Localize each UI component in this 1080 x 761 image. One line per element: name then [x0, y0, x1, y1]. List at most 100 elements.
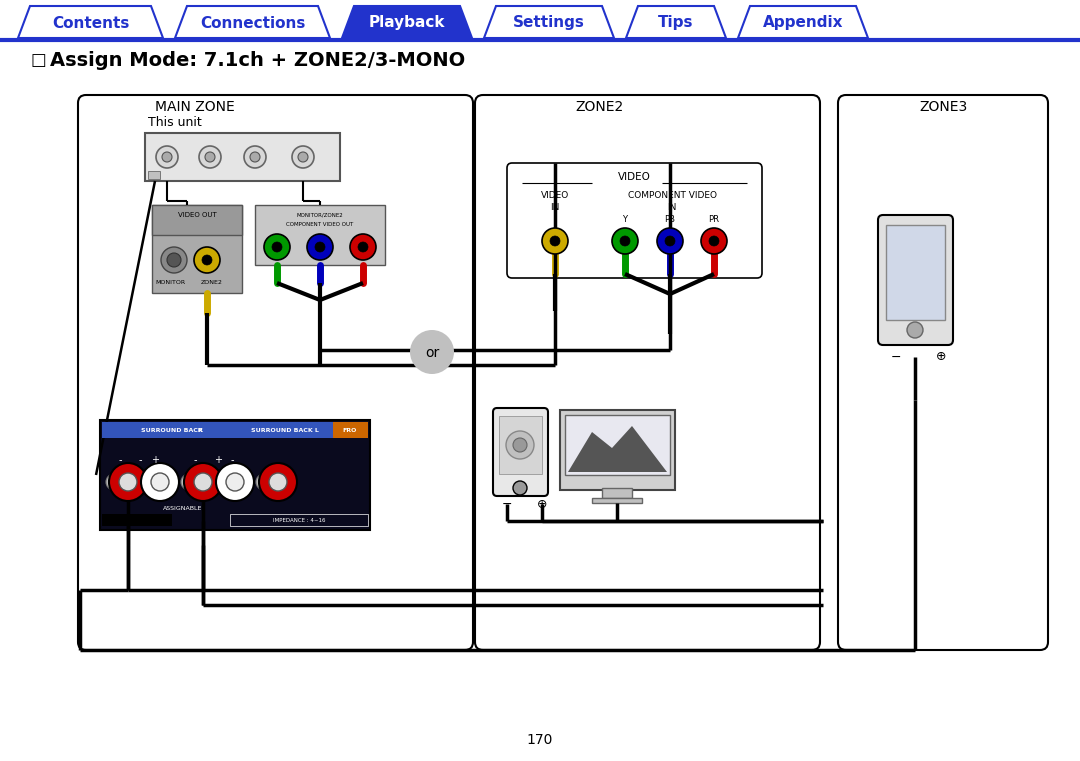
Text: ASSIGNABLE: ASSIGNABLE — [163, 505, 203, 511]
Circle shape — [167, 253, 181, 267]
Text: COMPONENT VIDEO: COMPONENT VIDEO — [627, 192, 716, 200]
Text: Tips: Tips — [658, 15, 693, 30]
Circle shape — [298, 152, 308, 162]
FancyBboxPatch shape — [475, 95, 820, 650]
Circle shape — [194, 473, 212, 491]
Text: IN: IN — [551, 202, 559, 212]
Text: -: - — [138, 455, 141, 465]
Circle shape — [244, 146, 266, 168]
Bar — [148, 171, 160, 179]
Text: 170: 170 — [527, 733, 553, 747]
FancyBboxPatch shape — [878, 215, 953, 345]
Circle shape — [357, 242, 368, 252]
Circle shape — [249, 152, 260, 162]
Bar — [255, 205, 384, 265]
Text: VIDEO: VIDEO — [541, 192, 569, 200]
Bar — [602, 488, 632, 498]
Text: MONITOR: MONITOR — [154, 281, 185, 285]
Bar — [565, 415, 670, 475]
Circle shape — [701, 228, 727, 254]
Circle shape — [620, 236, 630, 246]
Text: Y: Y — [622, 215, 627, 224]
Text: −: − — [891, 351, 901, 364]
Circle shape — [141, 463, 179, 501]
Text: IN: IN — [667, 202, 677, 212]
Text: -: - — [230, 455, 233, 465]
Circle shape — [708, 236, 719, 246]
Text: R: R — [198, 428, 202, 432]
Bar — [152, 205, 242, 235]
Circle shape — [350, 234, 376, 260]
Polygon shape — [738, 6, 868, 38]
Text: Settings: Settings — [513, 15, 585, 30]
Text: ZONE2: ZONE2 — [201, 281, 222, 285]
Circle shape — [109, 463, 147, 501]
Circle shape — [657, 228, 683, 254]
Bar — [561, 410, 675, 490]
Bar — [333, 422, 368, 438]
Circle shape — [907, 322, 923, 338]
Text: SURROUND BACK L: SURROUND BACK L — [251, 428, 319, 432]
Circle shape — [292, 146, 314, 168]
Text: +: + — [151, 455, 159, 465]
Circle shape — [184, 463, 222, 501]
Bar — [152, 205, 242, 293]
Circle shape — [507, 431, 534, 459]
Text: Connections: Connections — [200, 15, 306, 30]
Text: ZONE3: ZONE3 — [919, 100, 967, 114]
Circle shape — [119, 473, 137, 491]
Polygon shape — [484, 6, 615, 38]
Bar — [886, 225, 945, 320]
Text: or: or — [424, 346, 440, 360]
Polygon shape — [626, 6, 726, 38]
Polygon shape — [568, 426, 667, 472]
Bar — [102, 422, 368, 438]
Text: -: - — [118, 455, 122, 465]
Circle shape — [202, 255, 212, 265]
Circle shape — [181, 474, 197, 490]
Bar — [230, 514, 368, 526]
Text: Playback: Playback — [368, 15, 445, 30]
Circle shape — [194, 247, 220, 273]
Text: Appendix: Appendix — [762, 15, 843, 30]
FancyBboxPatch shape — [492, 408, 548, 496]
Text: MONITOR/ZONE2: MONITOR/ZONE2 — [297, 212, 343, 218]
Circle shape — [216, 463, 254, 501]
Text: VIDEO: VIDEO — [618, 172, 650, 182]
Text: −: − — [502, 498, 512, 511]
Text: VIDEO OUT: VIDEO OUT — [177, 212, 216, 218]
Circle shape — [259, 463, 297, 501]
Circle shape — [264, 234, 291, 260]
Text: FRO: FRO — [342, 428, 357, 432]
Circle shape — [151, 473, 168, 491]
Text: PR: PR — [708, 215, 719, 224]
Circle shape — [106, 474, 122, 490]
Circle shape — [307, 234, 333, 260]
Text: COMPONENT VIDEO OUT: COMPONENT VIDEO OUT — [286, 221, 353, 227]
Bar — [592, 498, 642, 503]
Circle shape — [226, 473, 244, 491]
Text: Assign Mode: 7.1ch + ZONE2/3-MONO: Assign Mode: 7.1ch + ZONE2/3-MONO — [50, 50, 465, 69]
Circle shape — [156, 146, 178, 168]
Text: IMPEDANCE : 4~16: IMPEDANCE : 4~16 — [273, 517, 325, 523]
Circle shape — [410, 330, 454, 374]
Circle shape — [612, 228, 638, 254]
Circle shape — [199, 146, 221, 168]
Text: MAIN ZONE: MAIN ZONE — [156, 100, 234, 114]
FancyBboxPatch shape — [507, 163, 762, 278]
Circle shape — [665, 236, 675, 246]
Text: -: - — [193, 455, 197, 465]
FancyBboxPatch shape — [838, 95, 1048, 650]
Circle shape — [162, 152, 172, 162]
Polygon shape — [175, 6, 330, 38]
Circle shape — [272, 242, 282, 252]
Bar — [100, 420, 370, 530]
Circle shape — [256, 474, 272, 490]
Bar — [499, 416, 542, 474]
Bar — [240, 422, 330, 438]
Circle shape — [542, 228, 568, 254]
Polygon shape — [342, 6, 472, 38]
Bar — [102, 514, 172, 526]
Circle shape — [213, 474, 229, 490]
Text: This unit: This unit — [148, 116, 202, 129]
